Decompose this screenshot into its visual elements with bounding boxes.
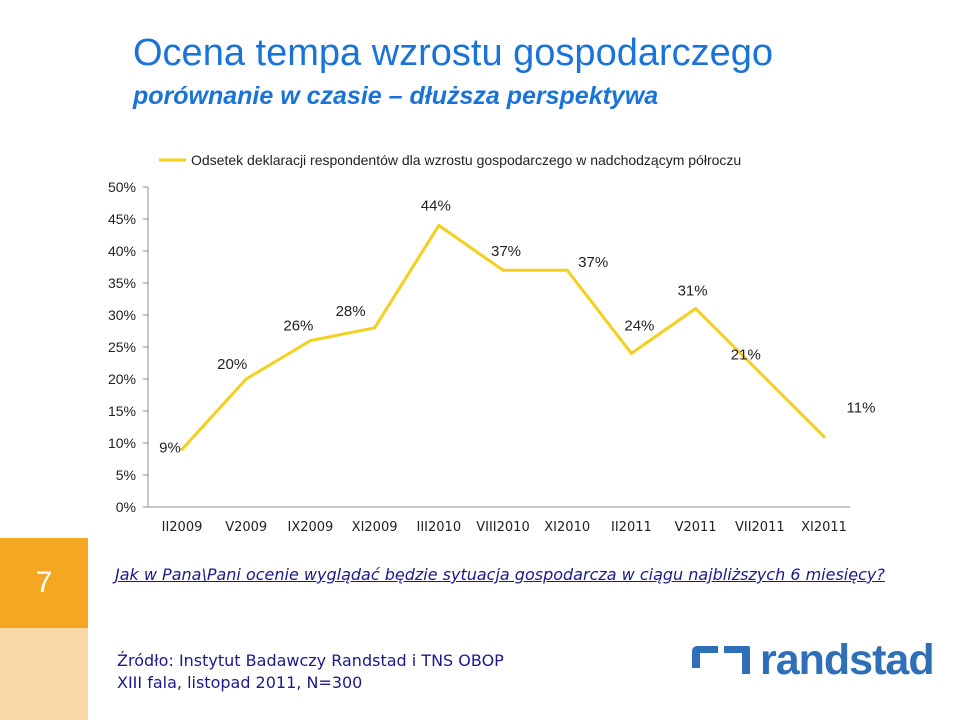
source-note: Źródło: Instytut Badawczy Randstad i TNS… [117, 650, 504, 694]
y-tick-label: 15% [108, 403, 136, 419]
y-tick-label: 20% [108, 371, 136, 387]
data-point [565, 268, 569, 272]
data-label: 37% [578, 254, 608, 271]
line-chart: 0% 5% 10% 15% 20% 25% 30% 35% 40% 45% 50% II2009 V20… [108, 152, 876, 535]
data-point [244, 377, 248, 381]
x-tick-label: II2009 [162, 520, 203, 535]
x-tick-label: VII2011 [735, 520, 785, 535]
accent-strip [0, 628, 88, 720]
randstad-logo-icon [692, 646, 750, 674]
y-tick-label: 40% [108, 243, 136, 259]
data-label: 9% [159, 439, 181, 456]
source-line-2: XIII fala, listopad 2011, N=300 [117, 673, 363, 692]
data-label: 37% [491, 243, 521, 260]
slide-number: 7 [0, 538, 88, 628]
data-point [308, 339, 312, 343]
x-tick-label: II2011 [611, 520, 652, 535]
y-tick-label: 45% [108, 211, 136, 227]
y-tick-label: 10% [108, 435, 136, 451]
legend-label: Odsetek deklaracji respondentów dla wzro… [191, 152, 741, 168]
source-line-1: Źródło: Instytut Badawczy Randstad i TNS… [117, 651, 504, 670]
data-point [437, 223, 441, 227]
slide-title: Ocena tempa wzrostu gospodarczego [133, 32, 774, 74]
data-point [758, 371, 762, 375]
data-point [501, 268, 505, 272]
data-point [629, 351, 633, 355]
x-tick-label: VIII2010 [476, 520, 529, 535]
x-tick-label: XI2011 [801, 520, 847, 535]
x-tick-label: XI2010 [544, 520, 590, 535]
y-tick-label: 5% [116, 467, 136, 483]
data-point [694, 307, 698, 311]
data-label: 20% [217, 356, 247, 373]
data-point [180, 447, 184, 451]
randstad-logo: randstad [690, 635, 935, 684]
survey-question: Jak w Pana\Pani ocenie wyglądać będzie s… [115, 565, 885, 584]
data-label: 26% [283, 318, 313, 335]
y-tick-label: 25% [108, 339, 136, 355]
x-tick-label: V2009 [225, 520, 267, 535]
randstad-logo-text: randstad [760, 635, 935, 684]
data-label: 24% [624, 317, 654, 334]
data-label: 44% [421, 197, 451, 214]
data-label: 28% [336, 303, 366, 320]
x-tick-label: III2010 [417, 520, 462, 535]
slide-subtitle: porównanie w czasie – dłuższa perspektyw… [133, 82, 659, 110]
data-point [822, 435, 826, 439]
data-label: 11% [847, 400, 876, 417]
y-tick-label: 35% [108, 275, 136, 291]
y-tick-label: 0% [116, 499, 136, 515]
y-tick-label: 30% [108, 307, 136, 323]
x-tick-label: IX2009 [287, 520, 333, 535]
x-tick-label: V2011 [675, 520, 717, 535]
x-tick-label: XI2009 [352, 520, 398, 535]
data-label: 31% [678, 283, 708, 300]
data-point [373, 326, 377, 330]
data-label: 21% [731, 347, 761, 364]
y-tick-label: 50% [108, 179, 136, 195]
